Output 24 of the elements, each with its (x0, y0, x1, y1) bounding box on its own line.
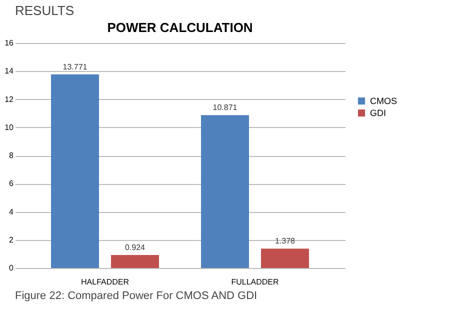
x-tick-label: FULLADDER (231, 278, 279, 286)
data-label: 13.771 (62, 62, 88, 72)
text: RESULTS (15, 3, 74, 18)
legend-label: GDI (370, 108, 386, 118)
chart-title: POWER CALCULATION (107, 20, 253, 35)
bar (51, 74, 99, 268)
y-tick-label: 0 (9, 264, 14, 272)
y-tick-label: 10 (4, 122, 14, 132)
data-label: 1.378 (274, 236, 296, 246)
caption: Figure 22: Compared Power For CMOS AND GDI (15, 290, 258, 302)
y-tick-label: 16 (4, 38, 14, 48)
y-tick-label: 12 (4, 94, 14, 104)
legend-label: CMOS (370, 96, 397, 106)
y-tick-label: 14 (4, 66, 14, 76)
y-tick-label: 6 (9, 179, 14, 188)
bar (261, 248, 309, 268)
x-tick-label: HALFADDER (80, 278, 130, 286)
y-tick-label: 4 (9, 207, 14, 216)
y-tick-label: 8 (9, 151, 14, 160)
bar (111, 255, 159, 268)
bar (201, 115, 249, 268)
data-label: 10.871 (212, 103, 238, 112)
y-tick-label: 2 (9, 235, 14, 244)
data-label: 0.924 (124, 243, 146, 252)
